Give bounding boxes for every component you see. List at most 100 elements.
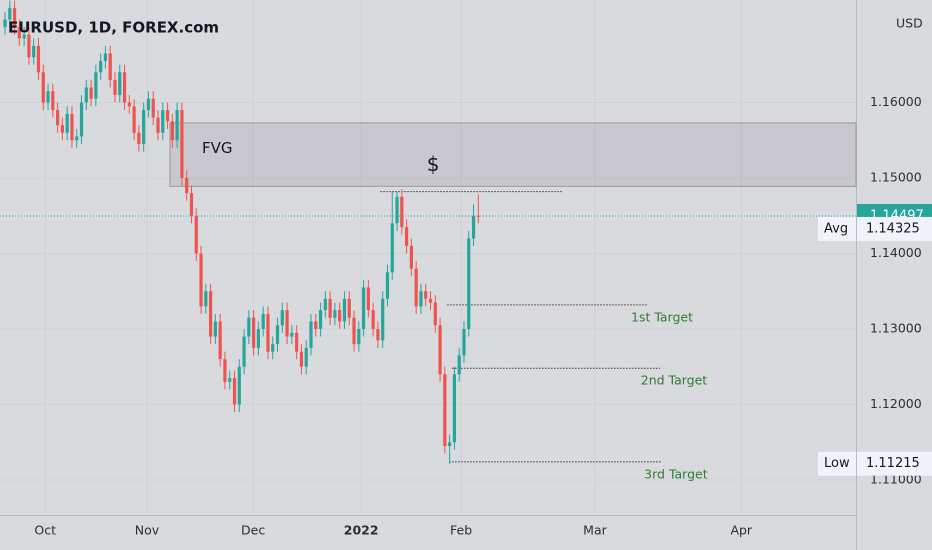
- candle-body: [405, 227, 409, 246]
- avg-name: Avg: [824, 221, 848, 236]
- target-label: 3rd Target: [644, 466, 708, 481]
- candle-body: [232, 378, 237, 405]
- x-tick-label: 2022: [344, 523, 379, 538]
- candle-body: [400, 196, 404, 228]
- candle-body: [70, 113, 74, 141]
- candle-body: [84, 87, 88, 103]
- candle-body: [252, 317, 256, 348]
- x-tick-label: Oct: [34, 523, 56, 538]
- candle-body: [471, 215, 476, 239]
- candle-body: [51, 91, 55, 111]
- candle-body: [448, 442, 452, 447]
- candle-body: [103, 53, 108, 61]
- candle-body: [357, 328, 361, 345]
- low-box: [818, 451, 932, 476]
- chart-title: EURUSD, 1D, FOREX.com: [8, 19, 219, 37]
- candle-body: [299, 351, 304, 367]
- candle-body: [146, 98, 151, 111]
- candle-body: [237, 366, 241, 405]
- candle-body: [467, 238, 471, 329]
- candle-body: [208, 291, 213, 337]
- candle-body: [338, 310, 342, 322]
- candle-body: [118, 72, 122, 95]
- y-tick-label: 1.16000: [870, 94, 922, 109]
- candle-body: [318, 310, 323, 329]
- candle-body: [175, 110, 179, 141]
- candle-body: [328, 298, 332, 318]
- candle-body: [199, 253, 203, 307]
- fvg-label: FVG: [202, 139, 233, 157]
- candle-body: [170, 121, 174, 141]
- plot-area: [0, 0, 857, 464]
- candle-body: [414, 268, 418, 307]
- fvg-zone: [169, 122, 857, 187]
- dollar-label: $: [427, 152, 440, 176]
- candle-body: [12, 8, 17, 28]
- candle-body: [385, 272, 390, 299]
- candle-body: [65, 113, 69, 133]
- candle-body: [17, 27, 21, 39]
- y-tick-label: 1.14000: [870, 245, 922, 260]
- candle-body: [323, 298, 327, 311]
- candle-body: [218, 321, 222, 360]
- candle-body: [256, 328, 261, 348]
- candle-body: [275, 325, 280, 345]
- candle-body: [309, 321, 313, 348]
- candle-body: [32, 45, 36, 58]
- candle-body: [462, 328, 466, 356]
- candle-body: [285, 310, 289, 337]
- candle-body: [161, 110, 165, 133]
- candle-body: [443, 374, 447, 447]
- candle-body: [132, 106, 136, 133]
- candle-body: [381, 298, 385, 341]
- avg-value: 1.14325: [866, 221, 920, 236]
- candle-body: [56, 110, 60, 126]
- candle-body: [79, 102, 84, 137]
- candle-body: [122, 72, 127, 103]
- candle-body: [247, 317, 251, 337]
- candle-body: [194, 215, 198, 254]
- target-label: 2nd Target: [641, 373, 708, 388]
- candle-body: [142, 110, 146, 145]
- x-tick-label: Nov: [135, 523, 160, 538]
- candle-body: [113, 79, 117, 95]
- target-label: 1st Target: [631, 309, 693, 324]
- candle-body: [3, 19, 7, 28]
- candle-body: [390, 223, 394, 273]
- candle-body: [280, 310, 284, 326]
- x-tick-label: Feb: [450, 523, 472, 538]
- candle-body: [22, 34, 26, 39]
- candle-body: [342, 298, 347, 322]
- candle-body: [127, 102, 131, 107]
- x-tick-label: Dec: [241, 523, 265, 538]
- candle-body: [452, 374, 457, 443]
- candle-body: [46, 91, 50, 103]
- candle-body: [156, 117, 160, 133]
- x-tick-label: Apr: [730, 523, 752, 538]
- candle-body: [290, 332, 294, 337]
- candle-body: [94, 72, 98, 99]
- candle-body: [41, 72, 45, 103]
- candle-body: [189, 193, 194, 216]
- candle-body: [223, 359, 227, 382]
- candle-body: [99, 60, 103, 73]
- candle-body: [304, 347, 308, 367]
- candle-body: [271, 344, 275, 352]
- candle-body: [419, 291, 423, 307]
- candle-body: [433, 302, 437, 326]
- candle-body: [75, 136, 79, 141]
- candle-body: [409, 245, 413, 269]
- candle-body: [352, 317, 356, 345]
- candle-body: [137, 132, 141, 145]
- candle-body: [180, 110, 184, 179]
- candle-body: [204, 291, 208, 307]
- candle-body: [476, 215, 480, 217]
- candle-body: [438, 325, 442, 375]
- candle-body: [36, 45, 41, 73]
- currency: USD: [896, 16, 923, 31]
- candle-body: [457, 355, 461, 375]
- candle-body: [89, 87, 93, 99]
- candle-body: [60, 125, 64, 133]
